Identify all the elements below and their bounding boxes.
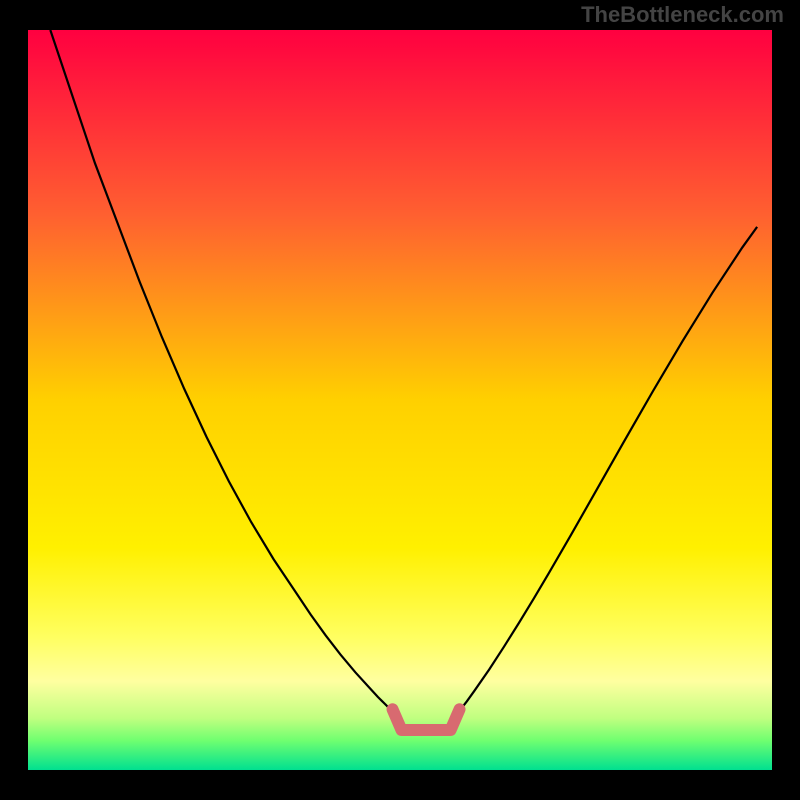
chart-plot-area — [28, 30, 772, 770]
chart-container: TheBottleneck.com — [0, 0, 800, 800]
watermark-label: TheBottleneck.com — [581, 2, 784, 28]
bottleneck-chart — [0, 0, 800, 800]
